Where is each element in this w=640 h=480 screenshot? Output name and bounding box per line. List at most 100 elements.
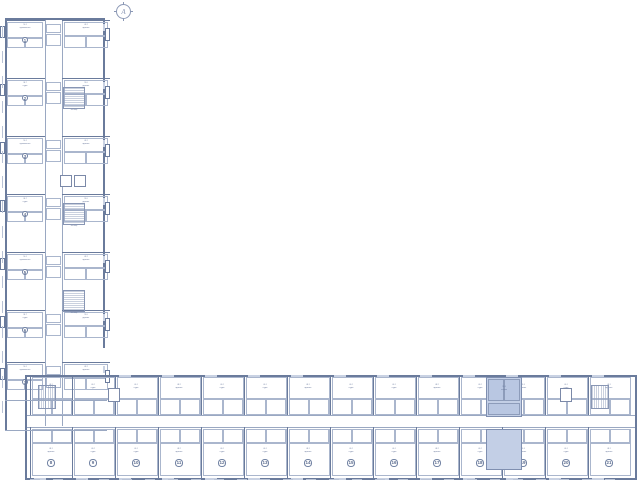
dim-tick-23: [559, 478, 569, 480]
area-label-left-5: 36.7: [23, 314, 27, 316]
room-bath-h-4: [222, 399, 243, 415]
room-hall-h-13: [589, 429, 610, 443]
room-bedroom-right-4: [64, 268, 86, 280]
unit-marker-left-6[interactable]: 7: [21, 378, 29, 386]
corner-wall-left: [25, 375, 27, 480]
room-bedroom-h-1: [73, 443, 115, 476]
window-h-top-12: [549, 375, 561, 377]
window-h-bottom-0: [34, 478, 46, 480]
room-kitchen-h-12: [546, 399, 567, 415]
unit-marker-h-6[interactable]: 14: [304, 459, 312, 467]
unit-marker-h-5[interactable]: 13: [261, 459, 269, 467]
unit-marker-h-9[interactable]: 17: [433, 459, 441, 467]
party-wall-h-dn-12: [545, 427, 547, 480]
unit-marker-left-0[interactable]: 1: [21, 36, 29, 44]
unit-marker-left-1[interactable]: 2: [21, 94, 29, 102]
type-label-hl-2: студия: [133, 451, 139, 453]
unit-marker-h-1[interactable]: 9: [89, 459, 97, 467]
room-bathlow-h-1: [93, 429, 114, 443]
dim-tick-v-13: [1, 351, 3, 363]
type-label-right-1: двухкомн.: [82, 85, 90, 87]
window-h-bottom-13: [592, 478, 604, 480]
room-hall-h-0: [31, 429, 52, 443]
unit-marker-h-2[interactable]: 10: [132, 459, 140, 467]
party-wall-left-1: [5, 78, 45, 80]
party-wall-h-up-0: [30, 375, 32, 415]
stairwell-label-1: лестница: [70, 226, 78, 227]
area-label-right-2: 43.2: [84, 140, 88, 142]
room-bedroom-h-5: [245, 443, 287, 476]
unit-marker-h-3[interactable]: 11: [175, 459, 183, 467]
room-bathlow-h-11: [523, 429, 544, 443]
unit-marker-h-12[interactable]: 20: [562, 459, 570, 467]
type-label-hl-13: однокомн.: [605, 451, 613, 453]
balcony-left-4: [0, 258, 5, 270]
unit-marker-h-7[interactable]: 15: [347, 459, 355, 467]
unit-marker-h-0[interactable]: 8: [47, 459, 55, 467]
type-label-h-8: студия: [391, 387, 397, 389]
room-bathlow-h-0: [51, 429, 72, 443]
dim-tick-15: [375, 478, 385, 480]
area-label-right-1: 52.0: [84, 82, 88, 84]
highlight-room-c: [488, 403, 520, 415]
compass-tick-w: [114, 11, 117, 12]
area-label-h-6: 48.1: [306, 384, 310, 386]
party-wall-right-5: [62, 310, 110, 312]
party-wall-h-dn-1: [72, 427, 74, 480]
party-wall-h-up-13: [588, 375, 590, 415]
area-label-hl-13: 48.1: [607, 448, 611, 450]
window-h-bottom-1: [76, 478, 88, 480]
room-kitchen-h-1: [73, 399, 94, 415]
type-label-hl-11: двухкомн.: [519, 451, 527, 453]
window-h-top-7: [334, 375, 346, 377]
area-label-hl-5: 40.1: [263, 448, 267, 450]
unit-marker-h-8[interactable]: 16: [390, 459, 398, 467]
area-label-left-0: 50.1: [23, 24, 27, 26]
window-right-2: [103, 140, 105, 147]
unit-marker-h-13[interactable]: 21: [605, 459, 613, 467]
unit-marker-h-10[interactable]: 18: [476, 459, 484, 467]
window-right-5: [103, 314, 105, 321]
dim-tick-18: [444, 478, 454, 480]
stairwell-h-1: [591, 385, 609, 409]
room-kitchen-h-8: [374, 399, 395, 415]
dim-tick-v-2: [1, 76, 3, 88]
dim-tick-6: [168, 478, 178, 480]
type-label-left-2: однокомнатная: [19, 143, 31, 145]
bath-core-1: [46, 82, 61, 91]
unit-marker-left-2[interactable]: 3: [21, 152, 29, 160]
area-label-hl-0: 48.1: [49, 448, 53, 450]
party-wall-right-2: [62, 136, 110, 138]
area-label-hl-3: 48.2: [177, 448, 181, 450]
type-label-hl-0: однокомн.: [47, 451, 55, 453]
room-bathlow-h-2: [136, 429, 157, 443]
dim-tick-v-9: [1, 251, 3, 263]
unit-marker-left-4[interactable]: 5: [21, 268, 29, 276]
type-label-hl-4: студия: [219, 451, 225, 453]
dim-tick-v-4: [1, 126, 3, 138]
room-kitchen-right-4: [86, 268, 108, 280]
room-bedroom-h-13: [589, 443, 631, 476]
window-h-top-13: [592, 375, 604, 377]
unit-marker-left-5[interactable]: 6: [21, 326, 29, 334]
type-label-h-7: студия: [348, 387, 354, 389]
room-bath-h-11: [523, 399, 544, 415]
highlight-lower[interactable]: [486, 429, 522, 470]
type-label-h-11: двухкомн.: [519, 387, 527, 389]
dim-tick-v-3: [1, 101, 3, 113]
dim-tick-22: [536, 478, 546, 480]
window-h-top-9: [420, 375, 432, 377]
party-wall-left-6: [5, 362, 45, 364]
party-wall-h-dn-5: [244, 427, 246, 480]
area-label-h-1: 40.2: [91, 384, 95, 386]
room-bedroom-h-3: [159, 443, 201, 476]
unit-marker-h-4[interactable]: 12: [218, 459, 226, 467]
unit-marker-left-3[interactable]: 4: [21, 210, 29, 218]
stairwell-label-2: лестница: [70, 313, 78, 314]
highlight-room-b: [504, 379, 520, 401]
dim-tick-1: [53, 478, 63, 480]
room-bathlow-h-12: [566, 429, 587, 443]
area-label-hl-1: 40.2: [91, 448, 95, 450]
type-label-hl-8: студия: [391, 451, 397, 453]
